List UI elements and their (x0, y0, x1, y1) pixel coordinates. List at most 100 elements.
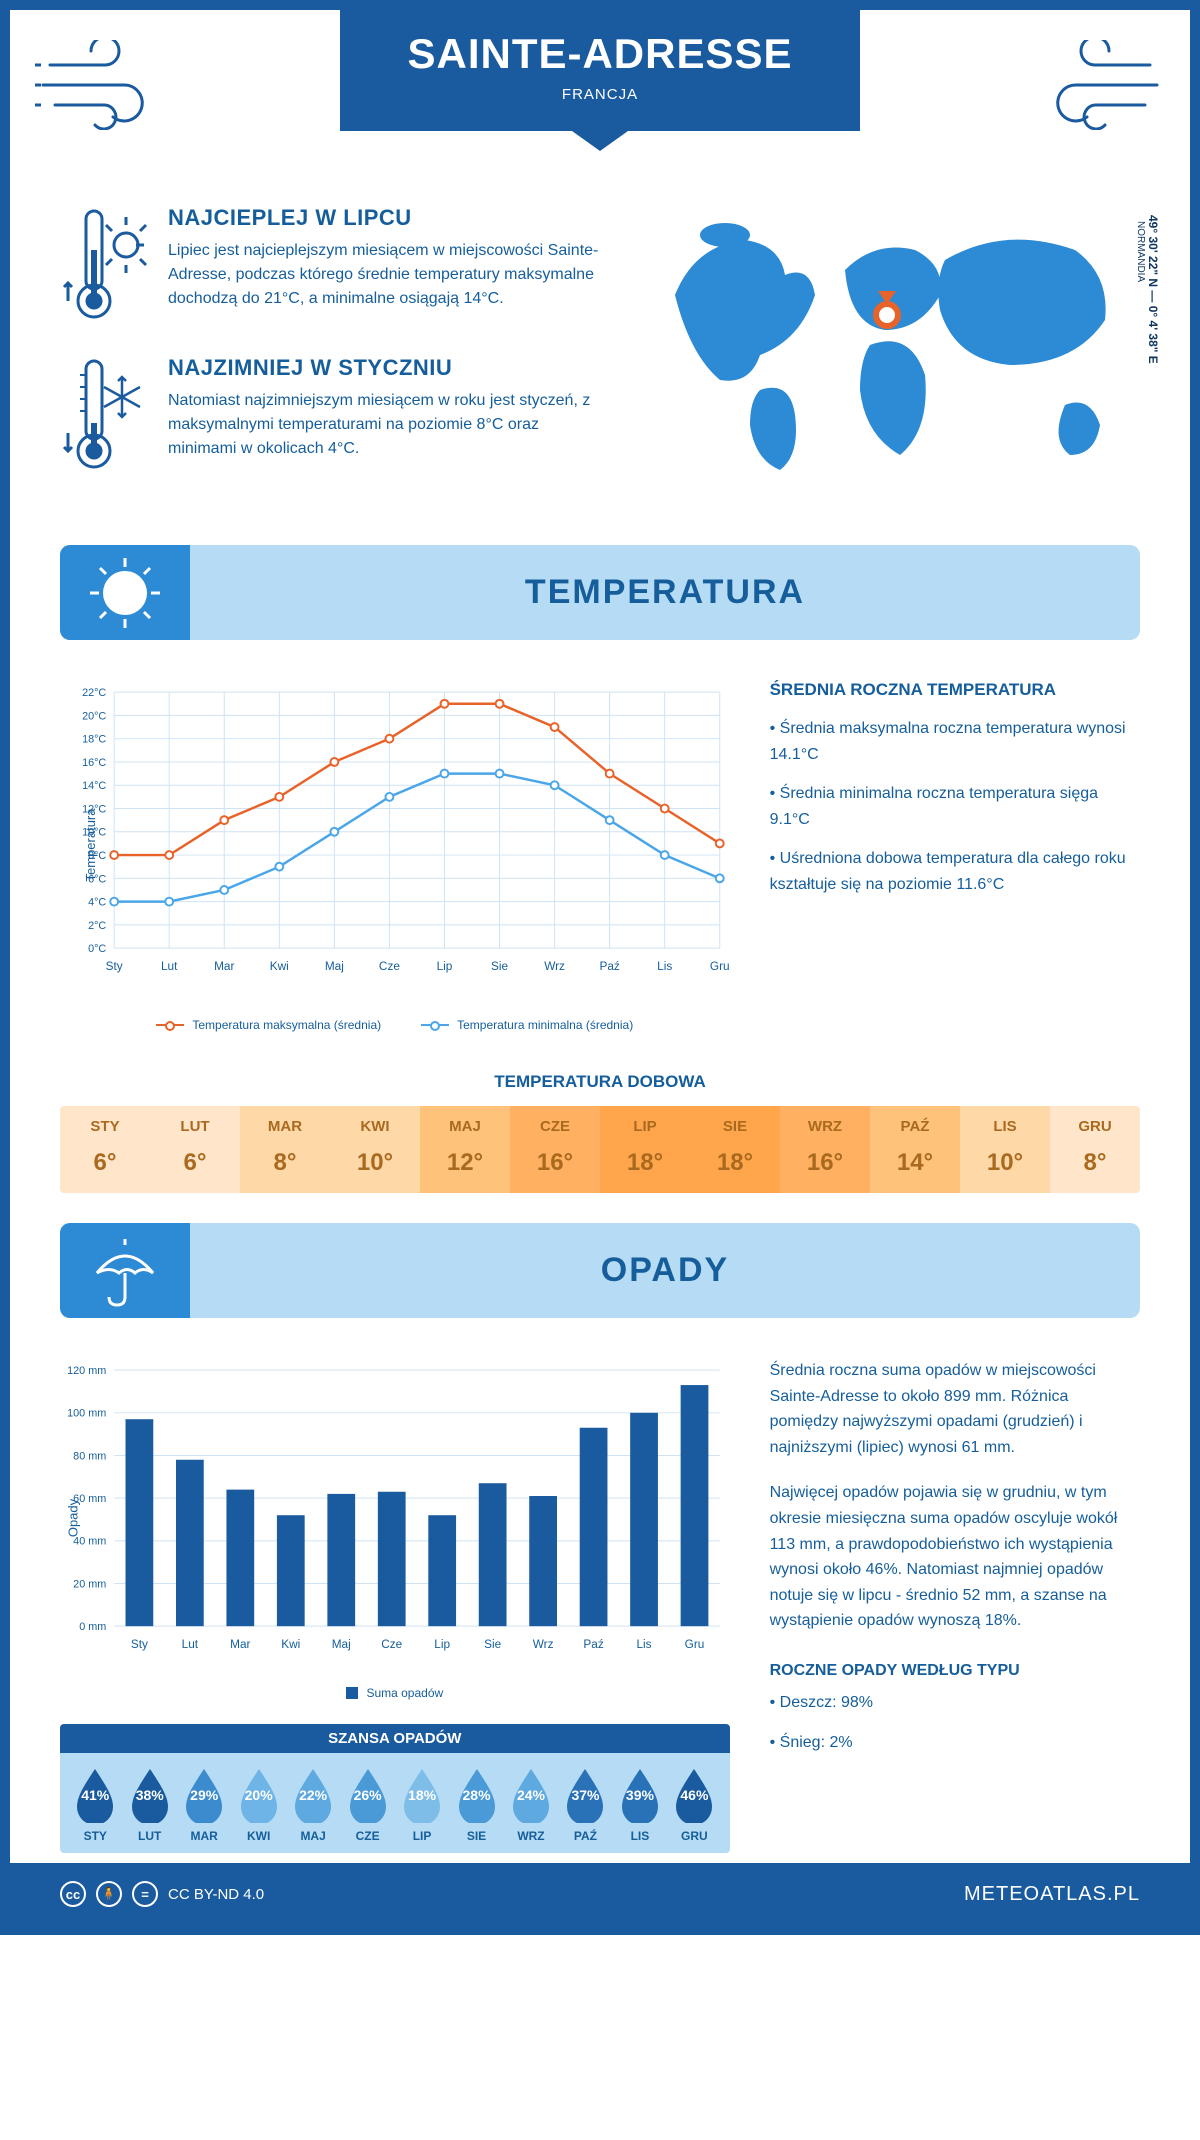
svg-text:Sie: Sie (484, 1637, 501, 1651)
svg-text:14°C: 14°C (82, 780, 106, 792)
daily-temp-cell: LUT6° (150, 1106, 240, 1193)
umbrella-icon (60, 1223, 190, 1318)
temp-bullet: • Średnia maksymalna roczna temperatura … (770, 716, 1140, 767)
coordinates: 49° 30' 22" N — 0° 4' 38" E NORMANDIA (1135, 215, 1160, 364)
wind-icon (1025, 40, 1165, 130)
precip-paragraph: Najwięcej opadów pojawia się w grudniu, … (770, 1480, 1140, 1634)
svg-text:22°C: 22°C (82, 687, 106, 699)
chance-cell: 26%CZE (340, 1767, 394, 1843)
daily-temp-cell: PAŹ14° (870, 1106, 960, 1193)
svg-text:Kwi: Kwi (281, 1637, 300, 1651)
svg-text:Maj: Maj (332, 1637, 351, 1651)
legend-item: .lg-swatch::before{border-color:inherit}… (421, 1018, 633, 1032)
svg-text:Mar: Mar (214, 959, 234, 973)
precip-type-line: • Śnieg: 2% (770, 1730, 1140, 1756)
chance-block: SZANSA OPADÓW 41%STY38%LUT29%MAR20%KWI22… (60, 1724, 730, 1853)
svg-text:40 mm: 40 mm (73, 1536, 106, 1548)
legend-item: .lg-swatch::before{border-color:inherit}… (156, 1018, 381, 1032)
header-banner: SAINTE-ADRESSE FRANCJA (340, 10, 860, 131)
svg-text:Gru: Gru (710, 959, 730, 973)
precip-paragraph: Średnia roczna suma opadów w miejscowośc… (770, 1358, 1140, 1460)
country-name: FRANCJA (360, 86, 840, 103)
nd-icon: = (132, 1881, 158, 1907)
sun-icon (60, 545, 190, 640)
coords-region: NORMANDIA (1135, 221, 1146, 364)
chance-title: SZANSA OPADÓW (60, 1724, 730, 1753)
daily-temp-cell: LIP18° (600, 1106, 690, 1193)
license-block: cc 🧍 = CC BY-ND 4.0 (60, 1881, 264, 1907)
header: SAINTE-ADRESSE FRANCJA (10, 10, 1190, 175)
chance-cell: 39%LIS (613, 1767, 667, 1843)
bar-chart-legend: Suma opadów (60, 1686, 730, 1700)
svg-text:Maj: Maj (325, 959, 344, 973)
daily-temp-cell: CZE16° (510, 1106, 600, 1193)
precip-row: Opady 0 mm20 mm40 mm60 mm80 mm100 mm120 … (10, 1338, 1190, 1863)
svg-text:80 mm: 80 mm (73, 1450, 106, 1462)
svg-text:Lut: Lut (161, 959, 178, 973)
temp-bullet: • Średnia minimalna roczna temperatura s… (770, 781, 1140, 832)
license-text: CC BY-ND 4.0 (168, 1886, 264, 1903)
temperature-line-chart: Temperatura 0°C2°C4°C6°C8°C10°C12°C14°C1… (60, 680, 730, 1010)
svg-text:Lut: Lut (182, 1637, 199, 1651)
precip-type-line: • Deszcz: 98% (770, 1690, 1140, 1716)
svg-text:Sie: Sie (491, 959, 508, 973)
svg-text:Lis: Lis (657, 959, 672, 973)
svg-text:0°C: 0°C (88, 943, 106, 955)
svg-text:Cze: Cze (379, 959, 400, 973)
chance-cell: 18%LIP (395, 1767, 449, 1843)
chance-cell: 37%PAŹ (558, 1767, 612, 1843)
svg-text:Wrz: Wrz (533, 1637, 554, 1651)
svg-text:2°C: 2°C (88, 920, 106, 932)
temp-y-label: Temperatura (83, 809, 98, 882)
precip-title: OPADY (190, 1251, 1140, 1290)
daily-temp-cell: LIS10° (960, 1106, 1050, 1193)
world-map-icon (630, 205, 1140, 485)
svg-text:Sty: Sty (131, 1637, 148, 1651)
svg-text:Lip: Lip (434, 1637, 450, 1651)
intro-text-col: NAJCIEPLEJ W LIPCU Lipiec jest najcieple… (60, 205, 600, 505)
bar-chart-col: Opady 0 mm20 mm40 mm60 mm80 mm100 mm120 … (60, 1358, 730, 1853)
map-col: 49° 30' 22" N — 0° 4' 38" E NORMANDIA (630, 205, 1140, 505)
svg-text:Mar: Mar (230, 1637, 250, 1651)
daily-temp-title: TEMPERATURA DOBOWA (10, 1072, 1190, 1092)
svg-text:0 mm: 0 mm (79, 1621, 106, 1633)
svg-text:100 mm: 100 mm (67, 1408, 106, 1420)
temp-side-col: ŚREDNIA ROCZNA TEMPERATURA • Średnia mak… (770, 680, 1140, 1032)
precip-type-title: ROCZNE OPADY WEDŁUG TYPU (770, 1662, 1140, 1680)
precip-side-col: Średnia roczna suma opadów w miejscowośc… (770, 1358, 1140, 1853)
chance-cell: 41%STY (68, 1767, 122, 1843)
hottest-block: NAJCIEPLEJ W LIPCU Lipiec jest najcieple… (60, 205, 600, 325)
svg-text:Lis: Lis (637, 1637, 652, 1651)
brand-text: METEOATLAS.PL (964, 1883, 1140, 1906)
svg-text:20°C: 20°C (82, 710, 106, 722)
chance-cell: 29%MAR (177, 1767, 231, 1843)
temperature-banner: TEMPERATURA (60, 545, 1140, 640)
svg-text:Cze: Cze (381, 1637, 402, 1651)
chance-cell: 22%MAJ (286, 1767, 340, 1843)
line-chart-col: Temperatura 0°C2°C4°C6°C8°C10°C12°C14°C1… (60, 680, 730, 1032)
daily-temp-cell: MAR8° (240, 1106, 330, 1193)
svg-text:20 mm: 20 mm (73, 1578, 106, 1590)
daily-temp-cell: MAJ12° (420, 1106, 510, 1193)
hottest-text: Lipiec jest najcieplejszym miesiącem w m… (168, 239, 600, 311)
chance-cell: 24%WRZ (504, 1767, 558, 1843)
precip-y-label: Opady (66, 1499, 81, 1537)
page: SAINTE-ADRESSE FRANCJA (0, 0, 1200, 1935)
cc-icon: cc (60, 1881, 86, 1907)
hottest-title: NAJCIEPLEJ W LIPCU (168, 205, 600, 231)
daily-temp-cell: KWI10° (330, 1106, 420, 1193)
by-icon: 🧍 (96, 1881, 122, 1907)
thermometer-cold-icon (60, 355, 150, 475)
svg-text:Lip: Lip (437, 959, 453, 973)
temperature-row: Temperatura 0°C2°C4°C6°C8°C10°C12°C14°C1… (10, 660, 1190, 1042)
svg-text:16°C: 16°C (82, 757, 106, 769)
svg-text:Paź: Paź (583, 1637, 603, 1651)
svg-text:4°C: 4°C (88, 897, 106, 909)
footer: cc 🧍 = CC BY-ND 4.0 METEOATLAS.PL (10, 1863, 1190, 1925)
svg-text:Kwi: Kwi (270, 959, 289, 973)
svg-text:Sty: Sty (106, 959, 123, 973)
bar-legend-label: Suma opadów (366, 1686, 443, 1700)
daily-temp-cell: SIE18° (690, 1106, 780, 1193)
temp-bullet: • Uśredniona dobowa temperatura dla całe… (770, 846, 1140, 897)
intro-row: NAJCIEPLEJ W LIPCU Lipiec jest najcieple… (10, 175, 1190, 525)
